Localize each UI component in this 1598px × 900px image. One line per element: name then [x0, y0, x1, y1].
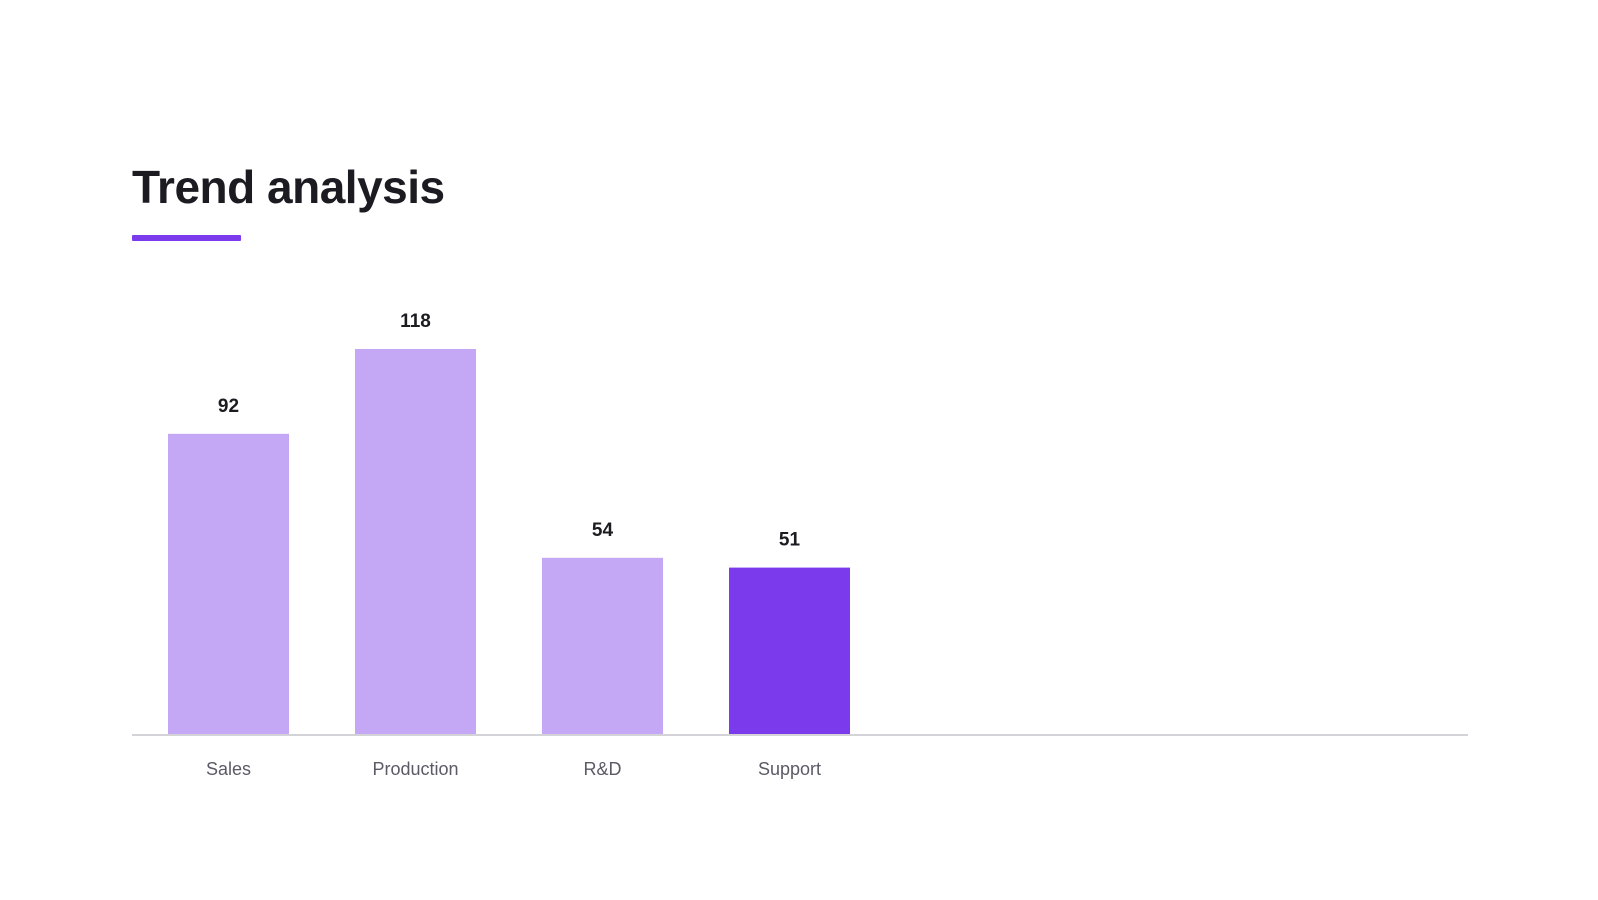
bar-production — [355, 349, 476, 734]
tick-label-r-d: R&D — [583, 759, 621, 779]
bar-r-d — [542, 557, 663, 734]
bars-layer — [168, 349, 850, 734]
data-label-production: 118 — [400, 311, 431, 332]
page-title: Trend analysis — [132, 161, 445, 213]
tick-label-production: Production — [372, 759, 458, 779]
bar-support — [729, 567, 850, 734]
data-label-sales: 92 — [218, 396, 239, 417]
data-label-r-d: 54 — [592, 520, 614, 541]
labels-layer: 92 Sales 118 Production 54 R&D 51 Support — [206, 311, 821, 779]
title-underline — [132, 235, 241, 241]
bar-sales — [168, 433, 289, 734]
data-label-support: 51 — [779, 530, 801, 551]
tick-label-support: Support — [758, 759, 821, 779]
tick-label-sales: Sales — [206, 759, 251, 779]
